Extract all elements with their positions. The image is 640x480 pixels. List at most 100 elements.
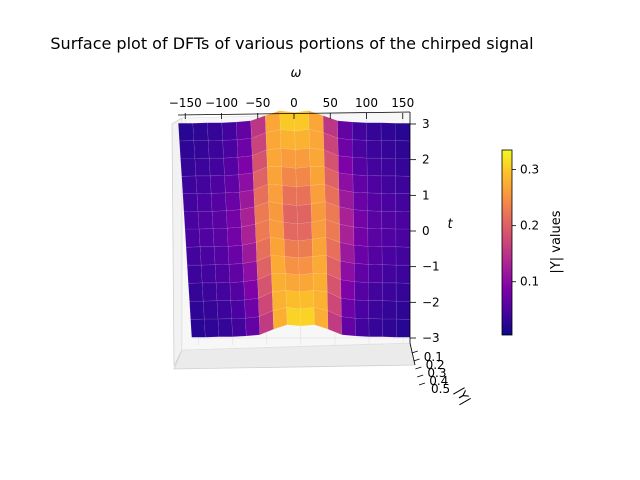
surface-patch	[271, 273, 287, 293]
surface-patch	[381, 193, 397, 212]
surface-patch	[235, 120, 252, 141]
surface-patch	[200, 264, 217, 284]
surface-patch	[268, 201, 284, 223]
surface-patch	[367, 227, 383, 248]
surface-patch	[245, 316, 261, 337]
surface-patch	[395, 264, 411, 284]
surface-patch	[338, 155, 354, 175]
surface-patch	[281, 185, 298, 206]
surface-patch	[284, 256, 300, 276]
surface-patch	[339, 206, 355, 228]
surface-patch	[395, 158, 411, 177]
surface-patch	[367, 264, 383, 284]
surface-patch	[381, 264, 397, 284]
surface-patch	[266, 147, 282, 167]
surface-patch	[353, 244, 369, 265]
surface-patch	[241, 223, 257, 246]
surface-patch	[269, 219, 285, 240]
surface-patch	[382, 282, 397, 302]
surface-patch	[215, 282, 232, 301]
omega-tick-label: −150	[169, 96, 202, 110]
surface-patch	[188, 282, 204, 302]
surface-patch	[280, 147, 297, 169]
surface-patch	[380, 122, 396, 141]
surface-patch	[395, 300, 411, 320]
surface-patch	[340, 298, 356, 319]
surface-patch	[283, 238, 299, 259]
omega-tick-label: 150	[391, 96, 414, 110]
surface-patch	[352, 139, 368, 159]
surface-patch	[212, 227, 229, 248]
surface-patch	[395, 193, 411, 212]
surface-patch	[313, 290, 328, 311]
surface-patch	[298, 273, 314, 293]
surface-patch	[280, 129, 296, 150]
surface-patch	[209, 175, 226, 194]
surface-patch	[396, 318, 411, 338]
surface-patch	[210, 192, 227, 212]
surface-patch	[309, 166, 326, 186]
surface-patch	[295, 147, 311, 169]
surface-patch	[381, 157, 396, 177]
surface-patch	[381, 175, 397, 194]
surface-patch	[340, 260, 355, 282]
surface-patch	[368, 318, 383, 337]
surface-patch	[178, 122, 195, 142]
surface-patch	[202, 300, 219, 320]
surface-patch	[340, 279, 356, 301]
surface-patch	[354, 299, 370, 319]
surface-patch	[241, 242, 258, 264]
surface-patch	[395, 175, 411, 194]
magnitude-tick-label: 0.5	[431, 382, 450, 396]
magnitude-tick-label: 0.3	[427, 366, 446, 380]
magnitude-tick-label: 0.4	[429, 374, 448, 388]
surface-patch	[192, 122, 209, 141]
surface-patch	[267, 166, 283, 186]
surface-patch	[381, 228, 397, 248]
surface-patch	[207, 139, 224, 159]
surface-patch	[382, 318, 397, 338]
surface-patch	[286, 307, 302, 327]
t-tick-label: 3	[422, 117, 430, 131]
surface-patch	[208, 157, 225, 177]
surface-patch	[297, 221, 313, 242]
surface-patch	[242, 260, 258, 282]
surface-patch	[240, 206, 256, 228]
surface-patch	[311, 236, 327, 257]
surface-patch	[285, 273, 300, 293]
surface-patch	[243, 279, 259, 301]
surface-patch	[221, 121, 238, 141]
surface-patch	[311, 219, 327, 240]
t-axis: −3 −2 −1 0 1 2 3 t	[409, 112, 453, 345]
surface-patch	[367, 210, 383, 229]
t-tick-label: 1	[422, 188, 430, 202]
omega-tick-label: 0	[290, 96, 298, 110]
surface-patch	[211, 210, 228, 229]
surface-patch	[366, 139, 382, 159]
surface-patch	[199, 246, 216, 266]
y-magnitude-axis: 0.10.20.30.40.5 |Y|	[409, 342, 473, 407]
surface-patch	[395, 228, 411, 248]
surface-patch	[395, 122, 411, 142]
surface-patch	[341, 316, 356, 337]
surface-patch	[381, 210, 397, 230]
colorbar-tick-label: 0.3	[520, 163, 539, 177]
surface-patch	[351, 121, 368, 141]
surface-patch	[239, 189, 255, 210]
surface-patch	[228, 263, 245, 283]
surface-patch	[352, 191, 368, 212]
surface-patch	[185, 246, 202, 266]
surface-patch	[298, 256, 314, 276]
surface-patch	[223, 157, 239, 176]
colorbar-tick-label: 0.2	[520, 219, 539, 233]
surface-patch	[354, 263, 369, 283]
colorbar-tick-label: 0.1	[520, 275, 539, 289]
surface-patch	[368, 300, 383, 320]
surface-patch	[224, 174, 240, 194]
omega-tick-label: 100	[355, 96, 378, 110]
magnitude-tick-label: 0.2	[426, 358, 445, 372]
magnitude-axis-label: |Y|	[451, 385, 472, 407]
surface-mesh	[178, 110, 411, 338]
t-tick-label: 2	[422, 153, 430, 167]
